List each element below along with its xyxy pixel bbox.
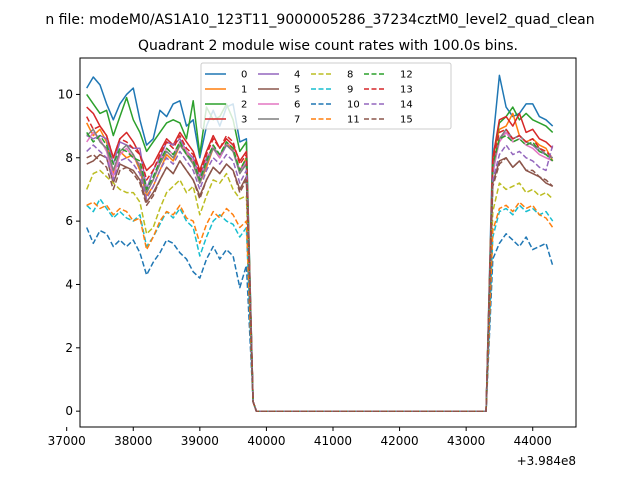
series-line-13 [86, 116, 554, 412]
x-tick-label: 41000 [314, 434, 352, 448]
legend-label-3: 3 [241, 115, 247, 126]
legend-box [200, 62, 452, 130]
y-tick-label: 4 [65, 277, 73, 291]
x-tick-label: 42000 [380, 434, 418, 448]
series-line-15 [86, 153, 554, 412]
y-tick-label: 0 [65, 404, 73, 418]
figure-suptitle: n file: modeM0/AS1A10_123T11_9000005286_… [45, 12, 594, 28]
series-line-11 [86, 201, 554, 412]
legend-label-0: 0 [241, 70, 247, 81]
x-tick-label: 44000 [514, 434, 552, 448]
series-line-3 [86, 106, 554, 412]
chart-title: Quadrant 2 module wise count rates with … [138, 38, 518, 54]
legend-label-9: 9 [347, 85, 353, 96]
plot-area: 37000 38000 39000 40000 41000 42000 43000 44000… [48, 57, 577, 468]
legend-label-6: 6 [294, 100, 300, 111]
legend-label-5: 5 [294, 85, 300, 96]
x-tick-label: 39000 [181, 434, 219, 448]
y-tick-label: 6 [65, 214, 73, 228]
y-tick-label: 8 [65, 151, 73, 165]
legend-label-1: 1 [241, 85, 247, 96]
x-axis: 37000 38000 39000 40000 41000 42000 43000 44000 [48, 427, 552, 448]
y-axis: 0 2 4 6 8 10 [58, 87, 80, 418]
legend-label-12: 12 [400, 70, 413, 81]
y-tick-label: 2 [65, 341, 73, 355]
legend-label-8: 8 [347, 70, 353, 81]
series-line-14 [86, 144, 554, 412]
x-tick-label: 43000 [447, 434, 485, 448]
legend-label-15: 15 [400, 115, 413, 126]
legend-label-10: 10 [347, 100, 360, 111]
series-line-10 [86, 227, 554, 412]
legend-label-7: 7 [294, 115, 300, 126]
x-tick-label: 40000 [247, 434, 285, 448]
x-offset-label: +3.984e8 [517, 454, 576, 468]
x-tick-label: 37000 [48, 434, 86, 448]
x-tick-label: 38000 [114, 434, 152, 448]
legend-label-2: 2 [241, 100, 247, 111]
series-line-9 [86, 198, 554, 412]
legend-label-14: 14 [400, 100, 413, 111]
axes-frame [79, 57, 577, 428]
legend-label-13: 13 [400, 85, 413, 96]
legend-label-11: 11 [347, 115, 360, 126]
legend-label-4: 4 [294, 70, 300, 81]
series-line-12 [86, 131, 554, 412]
series-line-8 [86, 169, 554, 412]
y-tick-label: 10 [58, 87, 73, 101]
